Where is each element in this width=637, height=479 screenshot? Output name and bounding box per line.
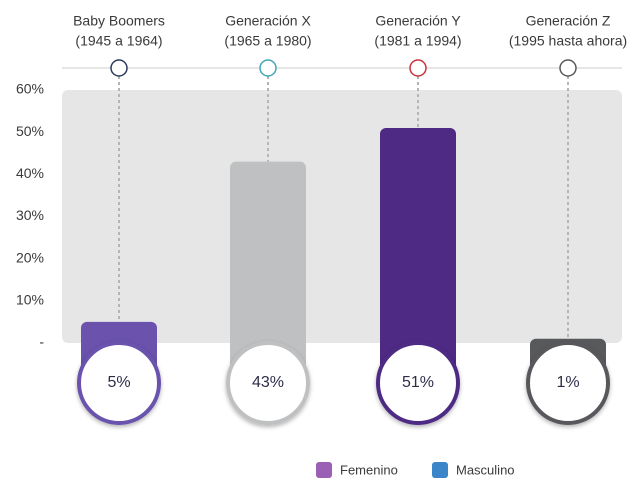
y-tick-label: 30% <box>16 207 44 223</box>
category-label: Baby Boomers <box>73 13 165 29</box>
legend-label: Femenino <box>340 462 398 477</box>
category-years: (1945 a 1964) <box>75 33 162 49</box>
value-label: 51% <box>402 374 434 391</box>
value-circle <box>226 341 310 425</box>
top-marker <box>110 59 128 77</box>
category-years: (1965 a 1980) <box>224 33 311 49</box>
category-label: Generación Z <box>526 13 611 29</box>
bar <box>380 127 456 383</box>
plot-background <box>62 90 622 343</box>
category-years: (1981 a 1994) <box>374 33 461 49</box>
y-tick-label: 60% <box>16 81 44 97</box>
y-tick-label: 10% <box>16 292 44 308</box>
value-circle <box>77 341 161 425</box>
y-tick-label: 50% <box>16 123 44 139</box>
legend-swatch <box>316 462 332 478</box>
top-marker <box>259 59 277 77</box>
value-label: 43% <box>252 374 284 391</box>
y-tick-label: 20% <box>16 249 44 265</box>
y-tick-label: - <box>39 334 44 350</box>
top-marker <box>559 59 577 77</box>
category-label: Generación X <box>225 13 311 29</box>
value-circle <box>376 341 460 425</box>
value-circle <box>526 341 610 425</box>
value-label: 1% <box>556 374 579 391</box>
top-marker <box>409 59 427 77</box>
value-label: 5% <box>107 374 130 391</box>
y-tick-label: 40% <box>16 165 44 181</box>
bar <box>230 161 306 383</box>
legend-swatch <box>432 462 448 478</box>
legend-label: Masculino <box>456 462 515 477</box>
category-label: Generación Y <box>375 13 461 29</box>
category-years: (1995 hasta ahora) <box>509 33 627 49</box>
